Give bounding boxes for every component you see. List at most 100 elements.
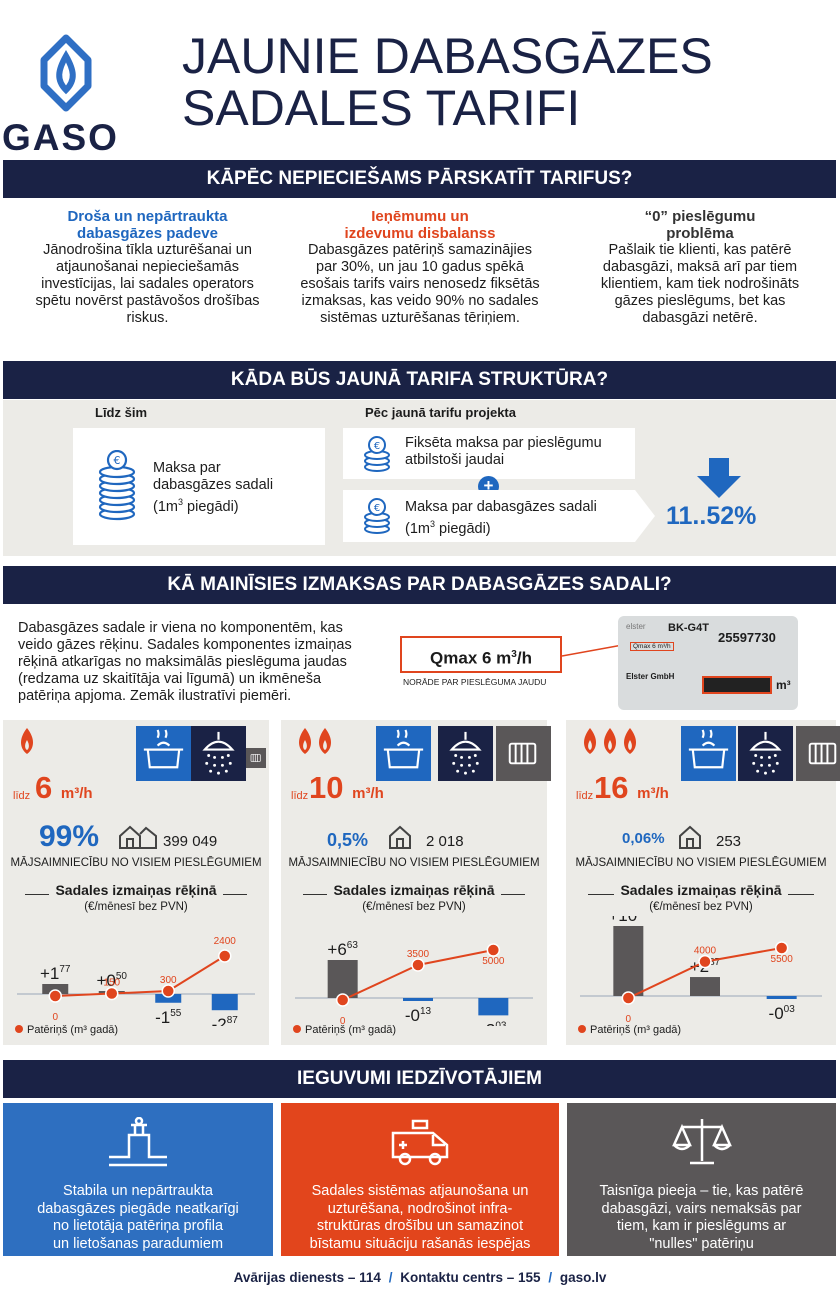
capacity-unit: m³/h: [352, 785, 384, 802]
scales-icon: [672, 1119, 732, 1165]
old-tariff-line-3: (1m3 piegādi): [153, 494, 273, 516]
footer: Avārijas dienests – 114 / Kontaktu centr…: [0, 1270, 840, 1285]
svg-text:€: €: [374, 503, 380, 514]
footer-emergency: Avārijas dienests – 114: [233, 1270, 381, 1285]
bar-value-label: +663: [327, 940, 358, 959]
old-tariff-unit-b: piegādi): [183, 498, 239, 515]
legend-dot-icon: [578, 1025, 586, 1033]
section-costs-title: KĀ MAINĪSIES IZMAKSAS PAR DABASGĀZES SAD…: [3, 566, 836, 604]
flame-icon: [604, 728, 616, 754]
intro-line-1: Dabasgāzes sadale ir viena no komponentē…: [18, 620, 343, 636]
coin-stack-icon: €: [364, 436, 390, 472]
title-line-2: SADALES TARIFI: [182, 80, 581, 136]
new-distribution-text: Maksa par dabasgāzes sadali (1m3 piegādi…: [405, 499, 597, 538]
capacity-number: 6: [35, 770, 53, 805]
meter-maker: Elster GmbH: [626, 672, 675, 681]
households-count: 253: [716, 833, 742, 850]
page-title: JAUNIE DABASGĀZES SADALES TARIFI: [182, 30, 713, 134]
changes-heading: Sadales izmaiņas rēķinā: [281, 882, 547, 898]
lidz-label: līdz: [291, 790, 309, 802]
lidz-label: līdz: [13, 790, 31, 802]
households-label: MĀJSAIMNIECĪBU NO VISIEM PIESLĒGUMIEM: [575, 857, 827, 869]
qmax-sup: 3: [511, 649, 517, 660]
emergency-van-icon: [391, 1119, 449, 1166]
new-distribution-unit-a: (1m: [405, 520, 430, 537]
old-tariff-text: Maksa par dabasgāzes sadali (1m3 piegādi…: [153, 460, 273, 516]
coin-stack-icon: €: [98, 450, 136, 521]
meter-unit: m³: [776, 678, 791, 692]
old-tariff-line-1: Maksa par: [153, 460, 221, 476]
costs-intro: Dabasgāzes sadale ir viena no komponentē…: [18, 620, 352, 705]
legend-label: Patēriņš (m³ gadā): [590, 1024, 682, 1036]
consumption-point: [411, 958, 425, 972]
households-share: 0,5%: [327, 830, 369, 850]
changes-heading-text: Sadales izmaiņas rēķinā: [49, 882, 223, 898]
bar-value-sup: 50: [116, 971, 128, 982]
old-tariff-line-2: dabasgāzes sadali: [153, 477, 274, 493]
benefit-safety-line-3: struktūras drošību un samazinot: [316, 1218, 524, 1234]
consumption-value-label: 3500: [407, 949, 430, 960]
reduction-value: 11..52%: [666, 502, 757, 530]
bar-value-label: -155: [155, 1008, 182, 1026]
radiator-icon: [250, 754, 261, 762]
footer-contact: Kontaktu centrs – 155: [400, 1270, 541, 1285]
old-tariff-unit-a: (1m: [153, 498, 178, 515]
benefit-safety-line-4: bīstamu situāciju rašanās iespējas: [309, 1235, 531, 1252]
bar-value-sup: 13: [420, 1006, 432, 1017]
gaso-logo: GASO: [2, 32, 126, 158]
shower-icon: [202, 731, 235, 775]
footer-website-link[interactable]: gaso.lv: [559, 1270, 607, 1285]
bar-value-main: +1: [40, 964, 59, 983]
bar-value-label: +050: [96, 971, 127, 990]
bar-value-sup: 03: [784, 1004, 796, 1015]
consumption-point: [48, 989, 62, 1003]
flame-icon: [624, 728, 636, 754]
chart-bar: [613, 926, 644, 996]
intro-line-2: veido gāzes rēķinu. Sadales komponentes …: [18, 637, 352, 653]
chart-legend: Patēriņš (m³ gadā): [15, 1024, 118, 1036]
consumption-point: [161, 984, 175, 998]
bar-value-sup: 55: [170, 1008, 182, 1019]
qmax-text-a: Qmax 6 m: [430, 648, 512, 668]
consumption-line: [55, 955, 226, 997]
benefit-safety-line-1: Sadales sistēmas atjaunošana un: [311, 1183, 529, 1199]
why-col-1-heading: Droša un nepārtraukta dabasgāzes padeve: [67, 208, 228, 242]
flames-group: [21, 728, 33, 754]
bar-value-main: +0: [96, 971, 115, 990]
consumption-value-label: 150: [103, 978, 120, 989]
households-share: 99%: [39, 820, 100, 853]
bar-value-label: -287: [212, 1015, 239, 1026]
capacity-number: 16: [594, 770, 629, 805]
bar-value-sup: 87: [227, 1015, 239, 1026]
changes-note: (€/mēnesī bez PVN): [84, 901, 188, 913]
why-col-2: Ieņēmumu un izdevumu disbalanss Dabasgāz…: [300, 208, 540, 327]
chart-bar: [690, 977, 720, 996]
old-tariff-box: € Maksa par dabasgāzes sadali (1m3 piegā…: [73, 428, 325, 545]
consumption-value-label: 300: [160, 975, 177, 986]
bar-value-main: +10: [608, 916, 637, 925]
chart-bar: [766, 996, 797, 999]
why-col-1: Droša un nepārtraukta dabasgāzes padeve …: [25, 208, 270, 327]
bar-value-main: -3: [480, 1020, 495, 1026]
flame-icon: [299, 728, 311, 754]
chart-legend: Patēriņš (m³ gadā): [293, 1024, 396, 1036]
consumption-point: [621, 991, 636, 1005]
new-fixed-line-1: Fiksēta maksa par pieslēgumu: [405, 435, 602, 451]
capacity-value: 16 m³/h: [594, 770, 669, 806]
benefit-card-supply: Stabila un nepārtraukta dabasgāzes piegā…: [3, 1103, 273, 1256]
benefit-fairness-line-1: Taisnīga pieeja – tie, kas patērē: [599, 1183, 804, 1199]
flame-logo-icon: [40, 34, 92, 112]
section-benefits-title: IEGUVUMI IEDZĪVOTĀJIEM: [3, 1060, 836, 1098]
coin-stack-icon: €: [364, 498, 390, 534]
consumption-value-label: 0: [626, 1014, 632, 1025]
label-until-now: Līdz šim: [95, 405, 148, 420]
flames-group: [299, 728, 331, 754]
chart-bar: [478, 998, 509, 1016]
households-label: MĀJSAIMNIECĪBU NO VISIEM PIESLĒGUMIEM: [288, 857, 540, 869]
radiator-tile: [246, 748, 266, 768]
new-fixed-box: € Fiksēta maksa par pieslēgumu atbilstoš…: [343, 428, 635, 479]
bar-value-sup: 77: [59, 964, 71, 975]
old-tariff-unit-sup: 3: [177, 497, 183, 507]
house-icon: [389, 825, 411, 849]
